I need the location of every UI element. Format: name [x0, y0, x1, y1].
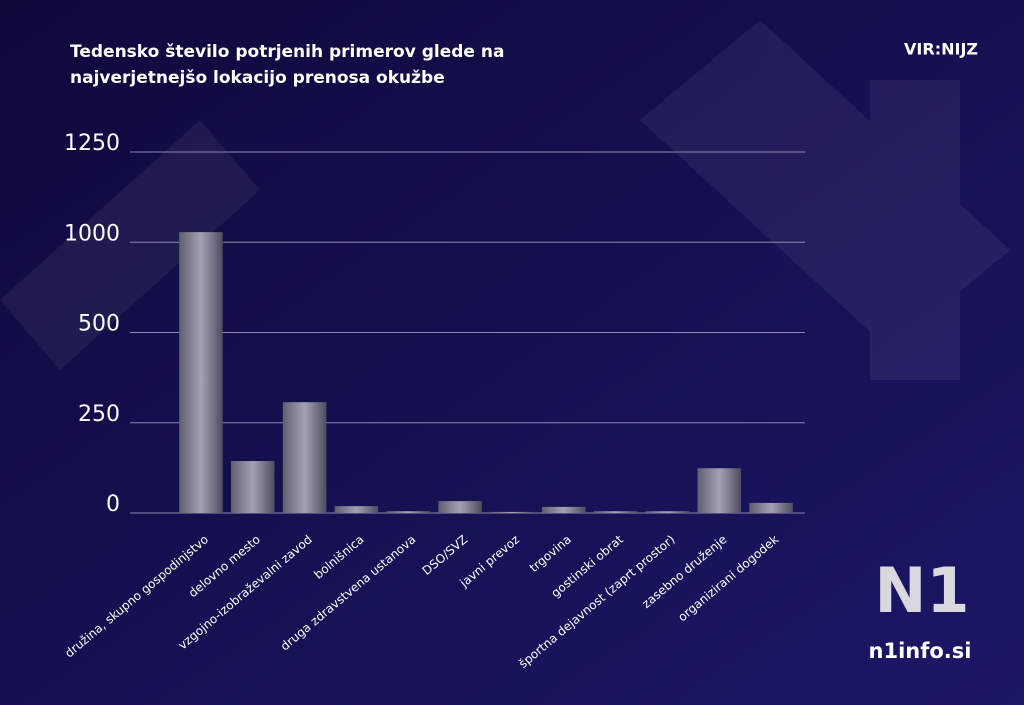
- y-tick-label: 1000: [64, 221, 120, 246]
- bar: [749, 502, 793, 513]
- bar: [282, 402, 327, 513]
- bar: [386, 511, 431, 513]
- bar: [697, 468, 742, 513]
- y-tick-label: 500: [78, 312, 120, 337]
- source: VIR:NIJZ: [904, 40, 978, 59]
- bar: [230, 461, 275, 513]
- logo: N1: [874, 554, 969, 627]
- bar: [334, 506, 379, 513]
- watermark: [0, 20, 1010, 380]
- y-tick-label: 0: [106, 492, 120, 517]
- y-tick-label: 1250: [64, 131, 120, 156]
- bar: [541, 506, 586, 513]
- site: n1info.si: [869, 639, 972, 663]
- bar: [593, 511, 638, 513]
- bar: [490, 511, 534, 513]
- bar: [645, 511, 690, 513]
- bar: [179, 232, 223, 513]
- y-tick-label: 250: [78, 402, 120, 427]
- chart-title: Tedensko število potrjenih primerov gled…: [70, 42, 504, 88]
- bar: [438, 501, 482, 513]
